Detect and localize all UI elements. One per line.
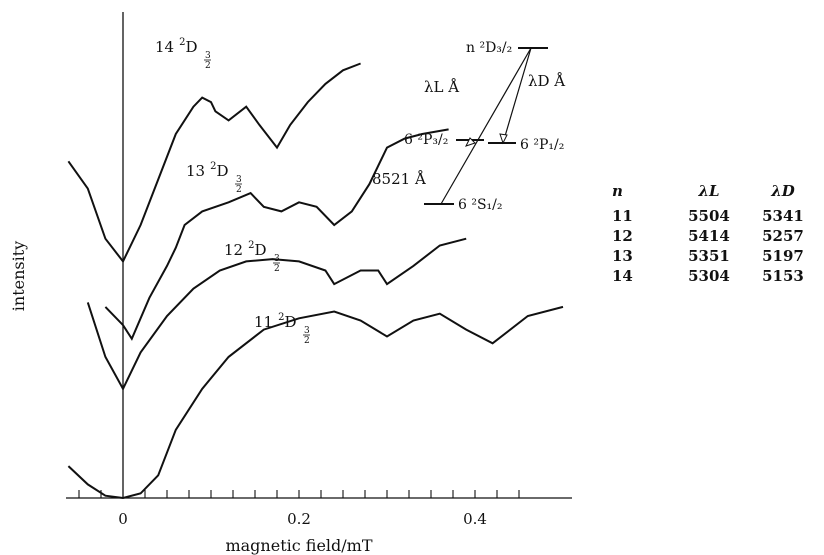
transition-lambda-D [502,47,532,144]
svg-text:3: 3 [205,51,211,61]
cell-lambda-D: 5197 [762,247,804,265]
cell-lambda-L: 5414 [688,227,730,245]
series-line-2 [104,128,449,341]
curve-label-14: 14 2D 32 [155,37,211,71]
cell-n: 11 [612,207,633,225]
y-axis-label: intensity [9,241,28,311]
svg-text:2: 2 [304,336,310,346]
svg-text:2: 2 [274,264,280,274]
cell-lambda-L: 5304 [688,267,730,285]
cell-lambda-D: 5341 [762,207,804,225]
level-upper-label: n ²D₃/₂ [466,40,512,56]
svg-text:2: 2 [236,185,242,195]
series-line-3 [86,237,467,391]
svg-text:3: 3 [304,326,310,336]
curve-label-12: 12 2D 32 [224,240,280,274]
cell-lambda-L: 5351 [688,247,730,265]
cell-n: 12 [612,227,633,245]
x-axis-label: magnetic field/mT [225,536,372,555]
wavelength-8521-label: 8521 Å [372,170,426,188]
col-n: n [612,182,623,200]
x-tick-label-0.4: 0.4 [463,510,487,528]
table-row: 13 5351 5197 [598,246,820,266]
cell-n: 13 [612,247,633,265]
level-diagram [424,47,548,205]
table-row: 11 5504 5341 [598,206,820,226]
x-tick-label-0: 0 [118,510,128,528]
level-6P12-label: 6 ²P₁/₂ [520,137,564,153]
svg-text:3: 3 [274,254,280,264]
curve-label-11: 11 2D 32 [254,312,310,346]
curve-label-13: 13 2D 32 [186,161,242,195]
curve-label-n: 14 [155,38,174,56]
x-tick-label-0.2: 0.2 [287,510,311,528]
table-header: n λL λD [598,176,820,206]
col-lambda-L: λL [698,182,720,200]
cell-lambda-L: 5504 [688,207,730,225]
series-line-4 [67,305,564,500]
series-line-1 [67,62,361,264]
cell-lambda-D: 5153 [762,267,804,285]
table-row: 12 5414 5257 [598,226,820,246]
cell-lambda-D: 5257 [762,227,804,245]
table-row: 14 5304 5153 [598,266,820,286]
svg-text:2: 2 [205,61,211,71]
cell-n: 14 [612,267,633,285]
x-ticks [78,490,520,498]
col-lambda-D: λD [771,182,795,200]
curves [67,62,564,500]
svg-text:3: 3 [236,175,242,185]
level-6P32-label: 6 ²P₃/₂ [404,132,448,148]
level-6S12-label: 6 ²S₁/₂ [458,197,503,213]
lambda-L-label: λL Å [424,78,459,96]
lambda-D-label: λD Å [528,72,565,90]
transition-lambda-L [440,47,532,205]
wavelength-table: n λL λD 11 5504 5341 12 5414 5257 13 535… [598,176,820,286]
